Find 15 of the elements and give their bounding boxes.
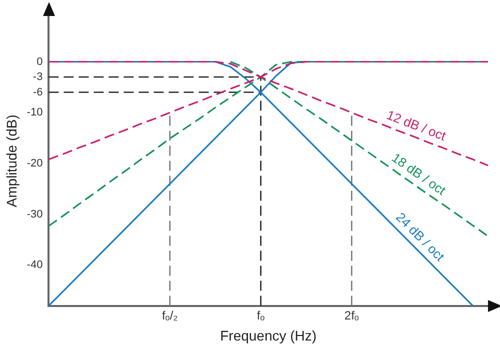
x-tick-label: fₒ/₂ bbox=[162, 308, 178, 322]
y-tick-label: -6 bbox=[32, 86, 43, 98]
x-tick-label: fₒ bbox=[256, 308, 266, 322]
y-axis-title: Amplitude (dB) bbox=[3, 114, 20, 208]
text: 18 dB / oct bbox=[389, 150, 449, 198]
y-tick-label: -3 bbox=[32, 71, 43, 84]
y-tick-label: -40 bbox=[26, 259, 43, 272]
x-axis-title: Frequency (Hz) bbox=[220, 327, 317, 344]
y-tick-label: -20 bbox=[26, 157, 43, 170]
y-tick-label: -30 bbox=[26, 208, 43, 220]
text: 24 dB / oct bbox=[393, 209, 448, 264]
y-tick-label: -10 bbox=[26, 106, 43, 119]
x-tick-label: 2fₒ bbox=[344, 308, 360, 322]
y-tick-label: 0 bbox=[36, 56, 43, 68]
text: 12 dB / oct bbox=[384, 107, 448, 144]
